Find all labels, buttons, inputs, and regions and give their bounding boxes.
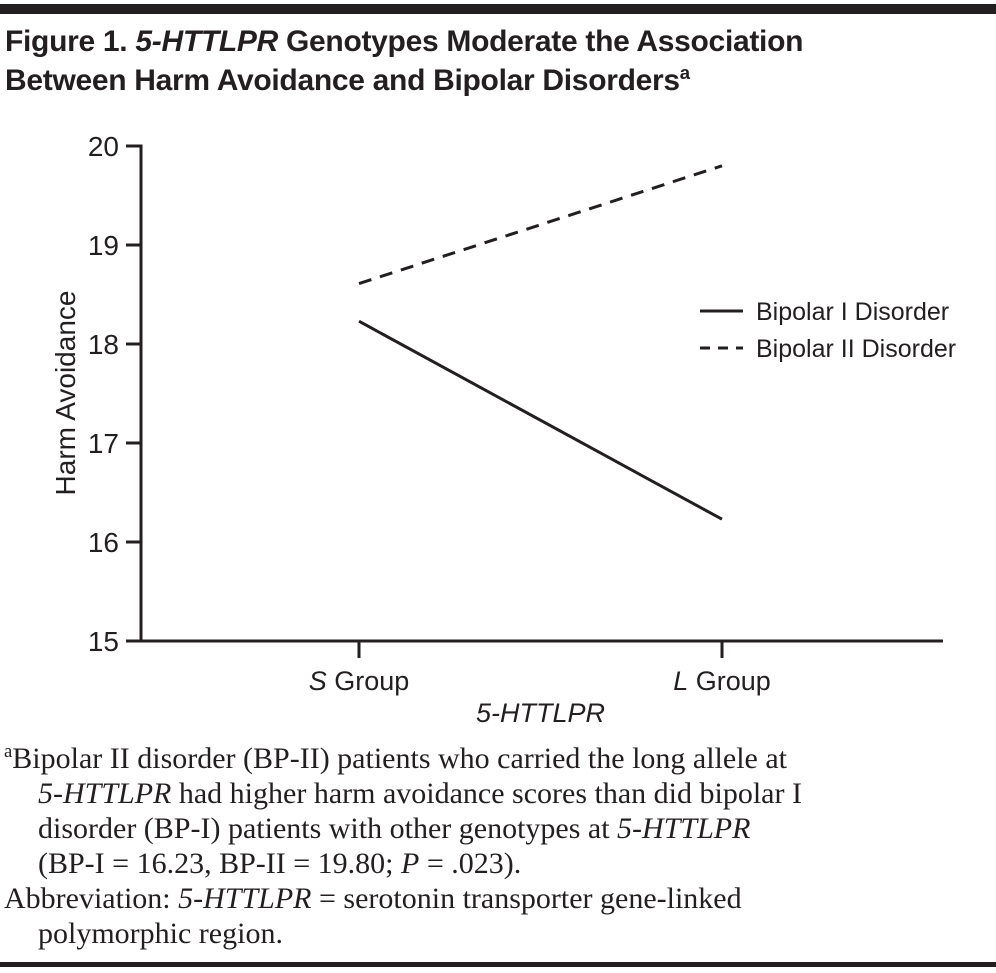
series-line-bipolar-ii-disorder xyxy=(358,164,723,286)
y-tick-label: 18 xyxy=(88,329,119,360)
y-tick-label: 15 xyxy=(88,626,119,657)
figure-title-line2: Between Harm Avoidance and Bipolar Disor… xyxy=(5,61,965,100)
y-tick-label: 16 xyxy=(88,527,119,558)
figure-title-line1: Figure 1. 5-HTTLPR Genotypes Moderate th… xyxy=(5,22,965,61)
figure-title-gene: 5-HTTLPR xyxy=(135,25,278,58)
x-tick-label: L Group xyxy=(673,666,771,696)
footnote-line: (BP-I = 16.23, BP-II = 19.80; P = .023). xyxy=(4,846,988,881)
footnote-text: = .023). xyxy=(419,847,522,880)
x-tick-label: S Group xyxy=(309,666,410,696)
footnote-p-symbol: P xyxy=(401,847,420,880)
footnote-text: Bipolar II disorder (BP-II) patients who… xyxy=(12,742,788,775)
footnote-line: aBipolar II disorder (BP-II) patients wh… xyxy=(4,741,988,776)
figure-title-text: Figure 1. xyxy=(5,25,136,58)
footnote-text: (BP-I = 16.23, BP-II = 19.80; xyxy=(38,847,402,880)
legend-label-bipolar-i-disorder: Bipolar I Disorder xyxy=(756,298,949,326)
figure-title-text: Between Harm Avoidance and Bipolar Disor… xyxy=(5,64,680,97)
footnote-line: 5-HTTLPR had higher harm avoidance score… xyxy=(4,776,988,811)
footnote-text: Abbreviation: xyxy=(4,882,179,915)
footnote-line: polymorphic region. xyxy=(4,916,988,951)
footnote-text: had higher harm avoidance scores than di… xyxy=(171,777,802,810)
legend-label-bipolar-ii-disorder: Bipolar II Disorder xyxy=(756,335,956,363)
footnote-text: disorder (BP-I) patients with other geno… xyxy=(38,812,618,845)
figure-title: Figure 1. 5-HTTLPR Genotypes Moderate th… xyxy=(5,22,965,100)
x-axis-title: 5-HTTLPR xyxy=(476,698,605,728)
footnote-line: disorder (BP-I) patients with other geno… xyxy=(4,811,988,846)
y-tick-label: 20 xyxy=(88,131,119,162)
series-line-bipolar-i-disorder xyxy=(358,319,723,521)
y-tick-label: 17 xyxy=(88,428,119,459)
footnote-gene: 5-HTTLPR xyxy=(38,777,172,810)
footnote-gene: 5-HTTLPR xyxy=(178,882,312,915)
figure-title-footnote-marker: a xyxy=(679,62,690,83)
footnote-gene: 5-HTTLPR xyxy=(617,812,751,845)
bottom-rule xyxy=(0,962,996,967)
line-chart: 15 16 17 18 19 20 S Group L Group 5-HTTLPR Harm A… xyxy=(50,131,956,728)
figure-footnote: aBipolar II disorder (BP-II) patients wh… xyxy=(4,741,988,951)
y-tick-label: 19 xyxy=(88,230,119,261)
footnote-marker: a xyxy=(4,741,13,762)
top-rule xyxy=(0,4,996,14)
footnote-text: = serotonin transporter gene-linked xyxy=(311,882,742,915)
figure-title-text: Genotypes Moderate the Association xyxy=(277,25,804,58)
footnote-text: polymorphic region. xyxy=(38,917,283,950)
y-axis-title: Harm Avoidance xyxy=(50,291,81,496)
footnote-line: Abbreviation: 5-HTTLPR = serotonin trans… xyxy=(4,881,988,916)
